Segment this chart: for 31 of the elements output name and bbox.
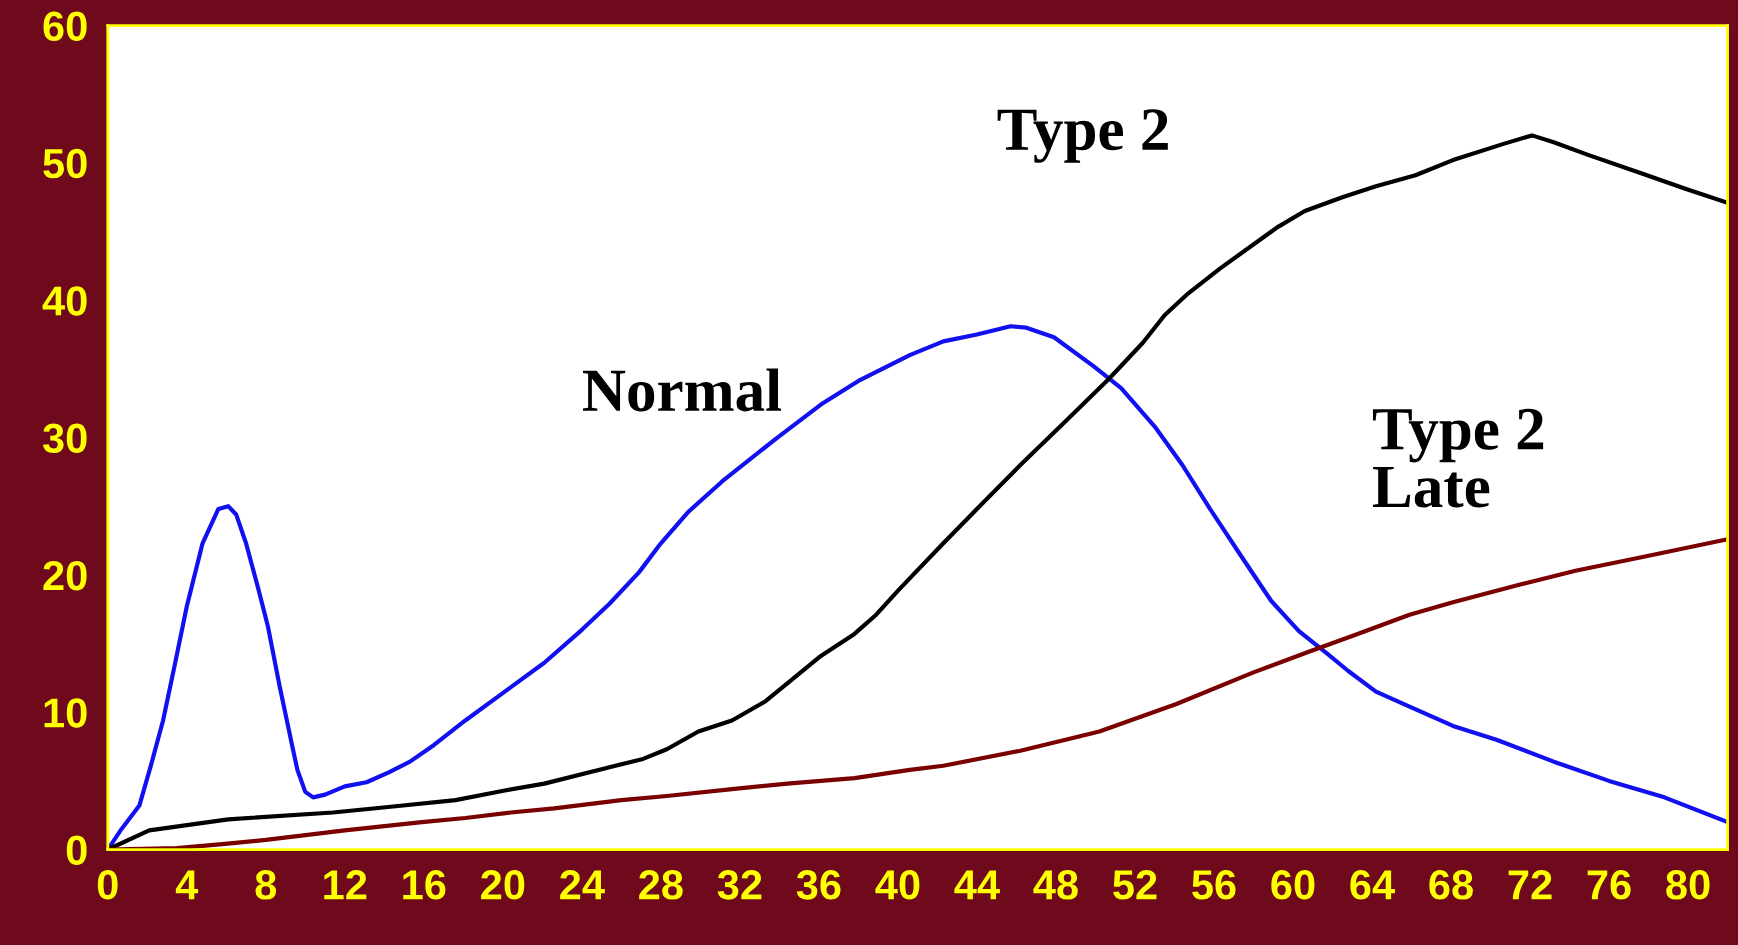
series-label: Type 2 <box>997 109 1168 163</box>
x-tick-label: 56 <box>1192 870 1236 900</box>
y-tick-label: 60 <box>43 11 87 42</box>
x-tick-label: 80 <box>1666 870 1710 900</box>
x-tick-label: 76 <box>1587 870 1631 900</box>
y-tick-label: 50 <box>43 148 87 179</box>
x-tick-label: 20 <box>481 870 525 900</box>
x-tick-label: 36 <box>796 870 841 900</box>
x-tick-label: 48 <box>1033 870 1078 900</box>
x-tick-label: 40 <box>875 870 920 900</box>
x-tick-label: 4 <box>175 870 199 900</box>
y-tick-label: 40 <box>42 286 87 316</box>
x-tick-label: 16 <box>403 870 446 900</box>
y-tick-label: 0 <box>66 835 87 866</box>
x-tick-label: 44 <box>954 870 1000 900</box>
series-label: Type 2 Late <box>1372 408 1544 508</box>
x-tick-label: 52 <box>1113 870 1157 900</box>
y-tick-label: 30 <box>42 423 87 454</box>
x-tick-label: 28 <box>639 870 683 900</box>
y-tick-label: 10 <box>44 698 87 728</box>
x-tick-label: 12 <box>324 870 367 900</box>
series-label: Normal <box>583 368 782 412</box>
y-tick-label: 20 <box>43 560 87 591</box>
x-tick-label: 0 <box>97 870 118 900</box>
x-tick-label: 64 <box>1350 870 1395 900</box>
x-tick-label: 68 <box>1429 870 1473 900</box>
x-tick-label: 32 <box>717 870 762 900</box>
x-tick-label: 72 <box>1508 870 1552 900</box>
x-tick-label: 24 <box>560 870 605 900</box>
x-tick-label: 8 <box>255 870 277 900</box>
x-tick-label: 60 <box>1271 870 1315 900</box>
